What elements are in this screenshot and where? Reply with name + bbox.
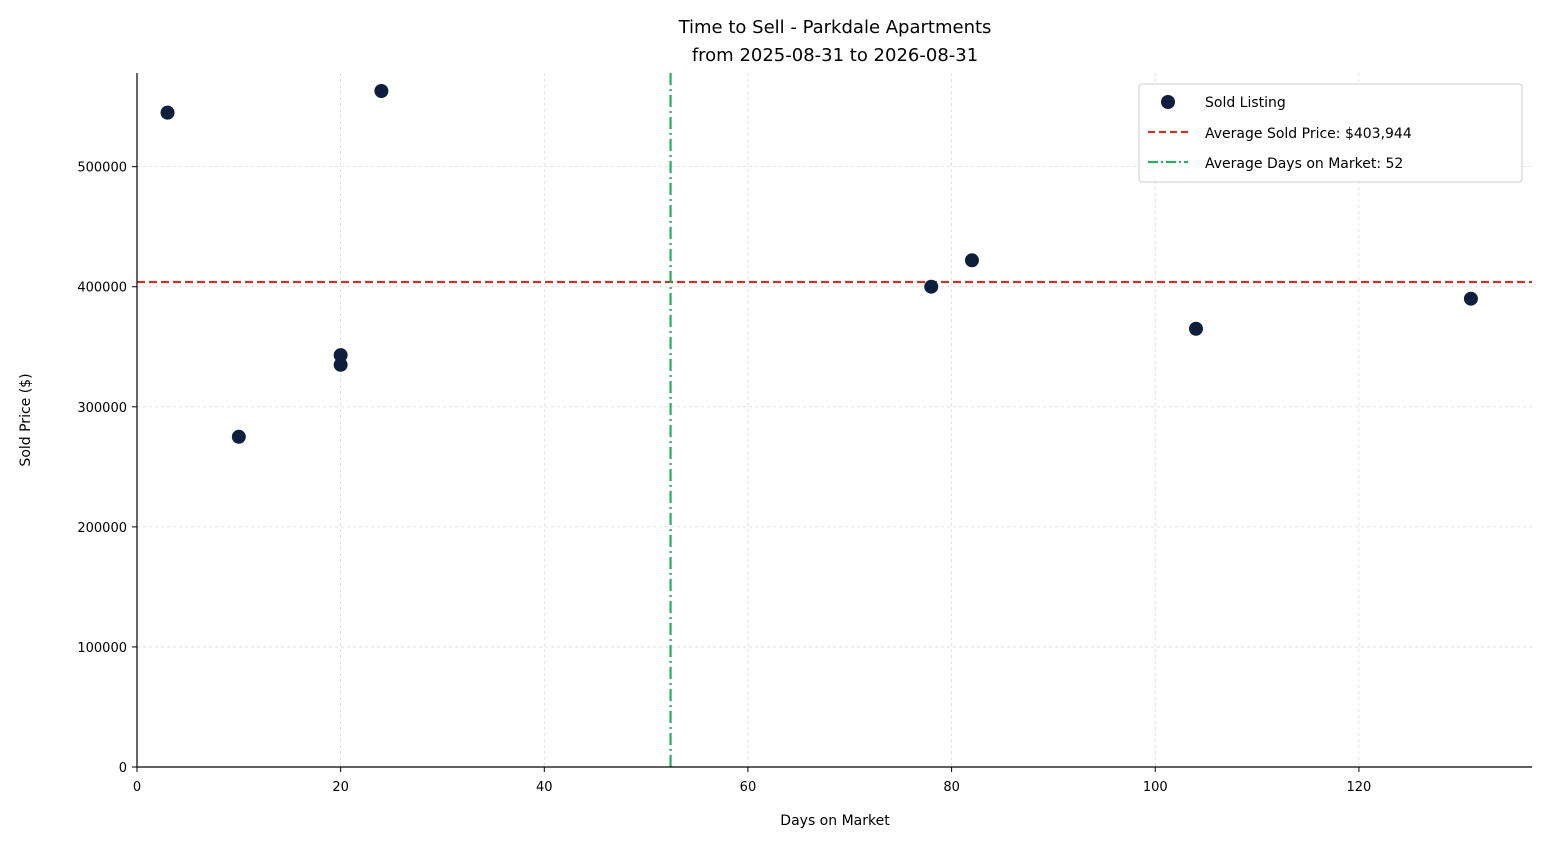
data-point: [333, 357, 348, 372]
chart-title-line1: Time to Sell - Parkdale Apartments: [678, 17, 992, 38]
legend-label-avg-days: Average Days on Market: 52: [1205, 156, 1403, 172]
data-point: [160, 105, 175, 120]
legend-label-sold-listing: Sold Listing: [1205, 95, 1286, 111]
x-axis-label: Days on Market: [780, 813, 890, 829]
y-tick-label: 0: [119, 761, 127, 776]
data-point: [1463, 291, 1478, 306]
grid: [137, 73, 1532, 767]
y-axis-label: Sold Price ($): [18, 373, 34, 466]
legend-box: [1138, 83, 1523, 183]
data-point: [1188, 321, 1203, 336]
legend: Sold Listing Average Sold Price: $403,94…: [1138, 83, 1523, 183]
x-tick-label: 0: [133, 780, 141, 795]
y-ticks: 0 100000 200000 300000 400000 500000: [77, 161, 137, 776]
legend-marker-sold-listing: [1161, 95, 1175, 109]
legend-label-avg-price: Average Sold Price: $403,944: [1205, 126, 1412, 142]
x-tick-label: 40: [536, 780, 553, 795]
reference-lines: [137, 73, 1532, 767]
data-point: [964, 253, 979, 268]
x-tick-label: 80: [943, 780, 960, 795]
chart-title: Time to Sell - Parkdale Apartments from …: [678, 17, 992, 66]
y-tick-label: 300000: [77, 401, 127, 416]
chart-title-line2: from 2025-08-31 to 2026-08-31: [692, 45, 978, 66]
data-point: [924, 279, 939, 294]
x-tick-label: 100: [1143, 780, 1168, 795]
y-tick-label: 100000: [77, 641, 127, 656]
y-tick-label: 500000: [77, 161, 127, 176]
scatter-points: [160, 84, 1478, 444]
data-point: [333, 348, 348, 363]
x-tick-label: 60: [740, 780, 757, 795]
y-tick-label: 200000: [77, 521, 127, 536]
data-point: [374, 84, 389, 99]
x-tick-label: 120: [1346, 780, 1371, 795]
y-tick-label: 400000: [77, 281, 127, 296]
axes: [136, 73, 1532, 768]
x-ticks: 0 20 40 60 80 100 120: [133, 767, 1371, 795]
data-point: [231, 429, 246, 444]
x-tick-label: 20: [332, 780, 349, 795]
